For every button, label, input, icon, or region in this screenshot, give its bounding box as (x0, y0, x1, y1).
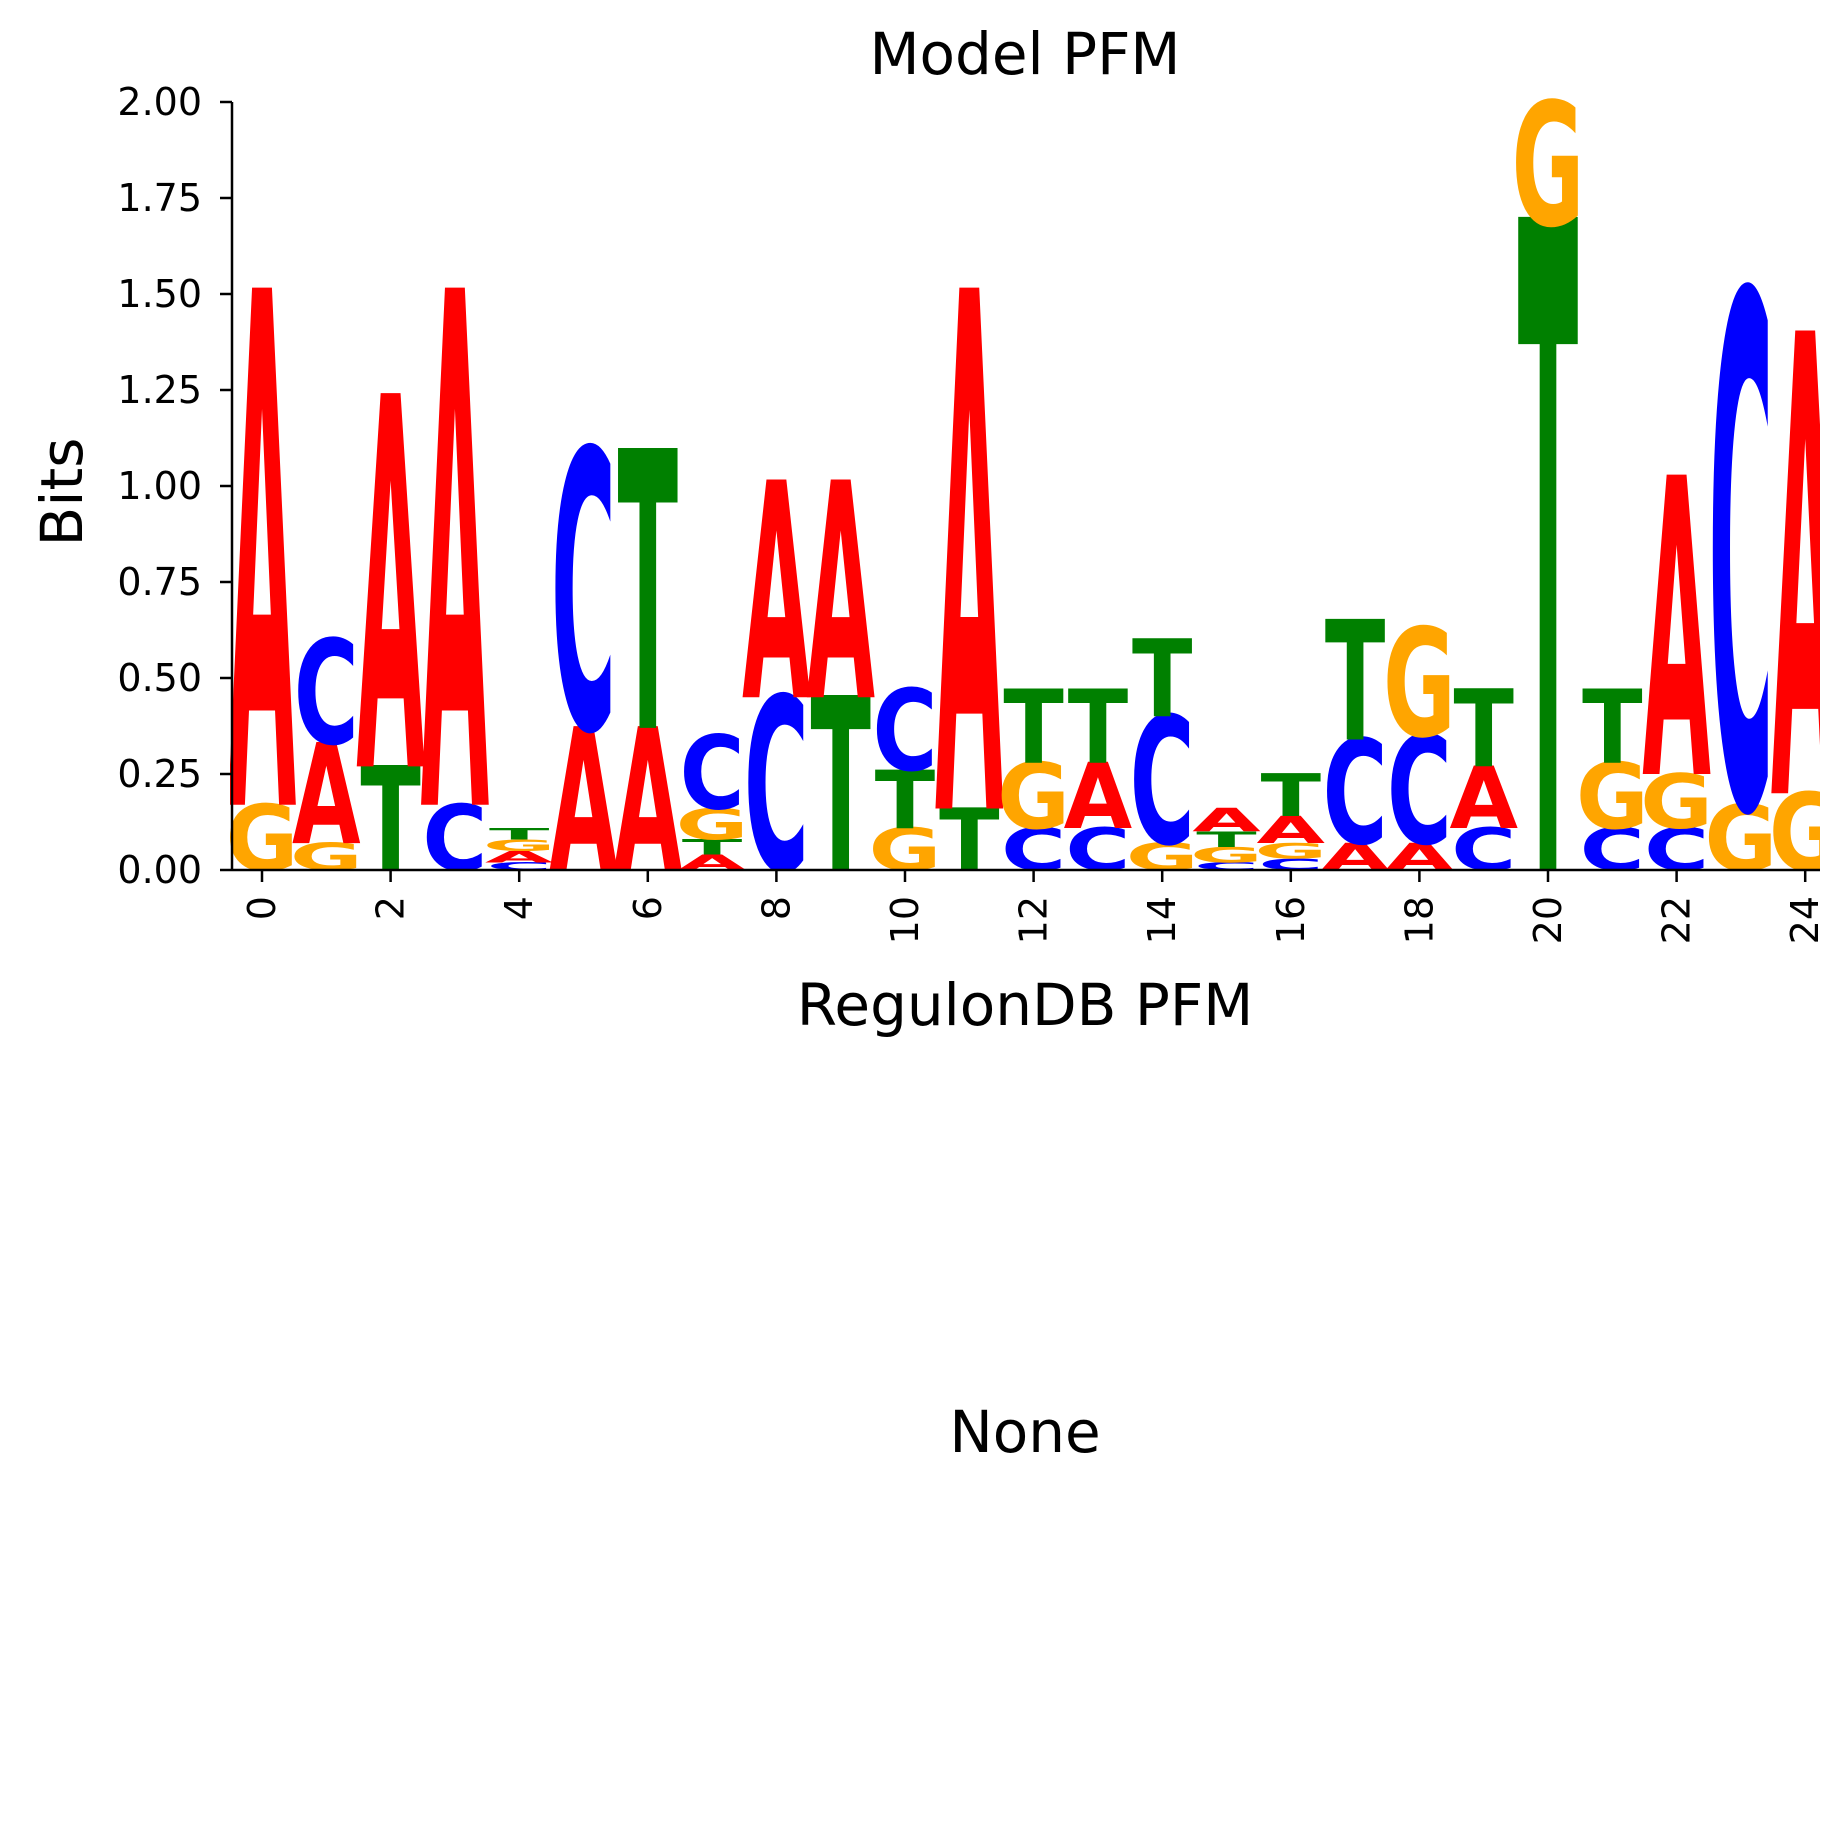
logo-letter-T: T (810, 647, 870, 927)
logo-letter-A: A (1257, 809, 1326, 852)
logo-letter-A: A (356, 291, 425, 887)
logo-letter-C: C (1323, 711, 1388, 878)
logo-letter-G: G (676, 800, 749, 850)
logo-letter-T: T (360, 737, 420, 904)
x-tick-label: 16 (1269, 896, 1313, 944)
logo-letter-C: C (744, 647, 809, 927)
logo-letter-G: G (1705, 787, 1778, 892)
logo-letter-G: G (869, 815, 942, 884)
logo-letter-A: A (421, 148, 490, 973)
y-tick-label: 1.25 (117, 368, 202, 412)
logo-letter-T: T (1196, 827, 1256, 852)
secondary-panel-title: None (949, 1398, 1100, 1466)
logo-letter-T: T (489, 825, 550, 844)
logo-letter-C: C (1451, 815, 1516, 884)
logo-letter-A: A (742, 421, 811, 768)
logo-letter-A: A (1642, 394, 1711, 872)
logo-letter-C: C (680, 716, 745, 833)
logo-letter-A: A (614, 688, 683, 918)
logo-letter-T: T (682, 835, 742, 860)
logo-letter-T: T (1261, 762, 1321, 831)
logo-letter-A: A (678, 850, 747, 875)
logo-letter-G: G (290, 836, 363, 879)
logo-letter-C: C (551, 371, 616, 819)
logo-letter-T: T (1582, 670, 1642, 787)
chart-title: Model PFM (870, 20, 1181, 88)
logo-letter-T: T (939, 791, 999, 891)
y-tick-label: 0.50 (117, 656, 202, 700)
logo-letter-T: T (1132, 618, 1193, 742)
logo-letter-G: G (1190, 843, 1263, 868)
x-tick-label: 12 (1012, 896, 1056, 944)
logo-letter-C: C (1580, 815, 1645, 884)
y-tick-label: 0.75 (117, 560, 202, 604)
y-axis-ticks: 0.00 0.25 0.50 0.75 1.00 1.25 1.50 1.75 2.00 (117, 80, 232, 892)
x-tick-label: 22 (1655, 896, 1699, 944)
y-tick-label: 0.25 (117, 752, 202, 796)
logo-letter-A: A (1064, 745, 1133, 850)
logo-letter-G: G (1254, 839, 1327, 864)
logo-letter-A: A (1321, 836, 1390, 879)
logo-letter-A: A (485, 848, 554, 867)
logo-letter-G: G (1126, 836, 1199, 879)
logo-letter-C: C (1708, 152, 1773, 971)
x-tick-label: 0 (240, 896, 284, 920)
logo-letter-A: A (1771, 204, 1834, 944)
logo-letter-A: A (549, 688, 618, 918)
y-tick-label: 0.00 (117, 848, 202, 892)
y-tick-label: 1.50 (117, 272, 202, 316)
logo-letter-G: G (1769, 772, 1834, 896)
y-axis-label: Bits (28, 438, 96, 547)
logo-letter-A: A (806, 421, 875, 768)
logo-letter-A: A (1192, 802, 1261, 839)
x-tick-label: 14 (1140, 896, 1184, 944)
x-tick-label: 18 (1397, 896, 1441, 944)
logo-letter-T: T (1003, 670, 1063, 787)
logo-letter-T: T (1325, 587, 1385, 779)
logo-letter-C: C (1644, 815, 1709, 884)
logo-letter-A: A (228, 148, 297, 973)
x-tick-label: 20 (1526, 896, 1570, 944)
logo-letter-T: T (618, 371, 679, 819)
logo-letter-G: G (1640, 759, 1713, 846)
logo-letter-G: G (483, 836, 556, 855)
logo-letter-A: A (1385, 836, 1454, 879)
logo-letter-T: T (1068, 670, 1128, 787)
x-tick-label: 2 (369, 896, 413, 920)
logo-letter-A: A (935, 146, 1004, 978)
logo-letter-A: A (292, 716, 361, 877)
logo-letter-C: C (422, 787, 487, 892)
logo-letter-C: C (1130, 680, 1195, 885)
logo-letter-G: G (226, 787, 299, 892)
logo-letter-T: T (1518, 40, 1579, 1083)
logo-letter-G: G (1512, 68, 1585, 266)
logo-letter-T: T (1453, 668, 1514, 792)
y-tick-label: 1.75 (117, 176, 202, 220)
logo-letter-C: C (1065, 815, 1130, 884)
x-axis-ticks: 0 2 4 6 8 10 12 14 16 18 20 22 24 (240, 870, 1827, 944)
x-tick-label: 8 (754, 896, 798, 920)
logo-letter-T: T (875, 754, 936, 847)
logo-letter-C: C (487, 860, 552, 873)
y-tick-label: 1.00 (117, 464, 202, 508)
logo-letter-G: G (1576, 745, 1649, 850)
logo-letter-G: G (997, 745, 1070, 850)
x-axis-label: RegulonDB PFM (797, 971, 1254, 1039)
x-tick-label: 4 (497, 896, 541, 920)
logo-letter-A: A (1449, 748, 1518, 848)
x-tick-label: 24 (1783, 896, 1827, 944)
x-tick-label: 10 (883, 896, 927, 944)
x-tick-label: 6 (626, 896, 670, 920)
logo-letter-C: C (1387, 704, 1452, 878)
logo-letter-C: C (1001, 815, 1066, 884)
logo-letter-C: C (873, 666, 938, 797)
logo-letter-C: C (294, 611, 359, 778)
y-tick-label: 2.00 (117, 80, 202, 124)
logo-letter-G: G (1383, 597, 1456, 771)
logo-letter-C: C (1194, 860, 1259, 873)
logo-letter-C: C (1258, 855, 1323, 874)
